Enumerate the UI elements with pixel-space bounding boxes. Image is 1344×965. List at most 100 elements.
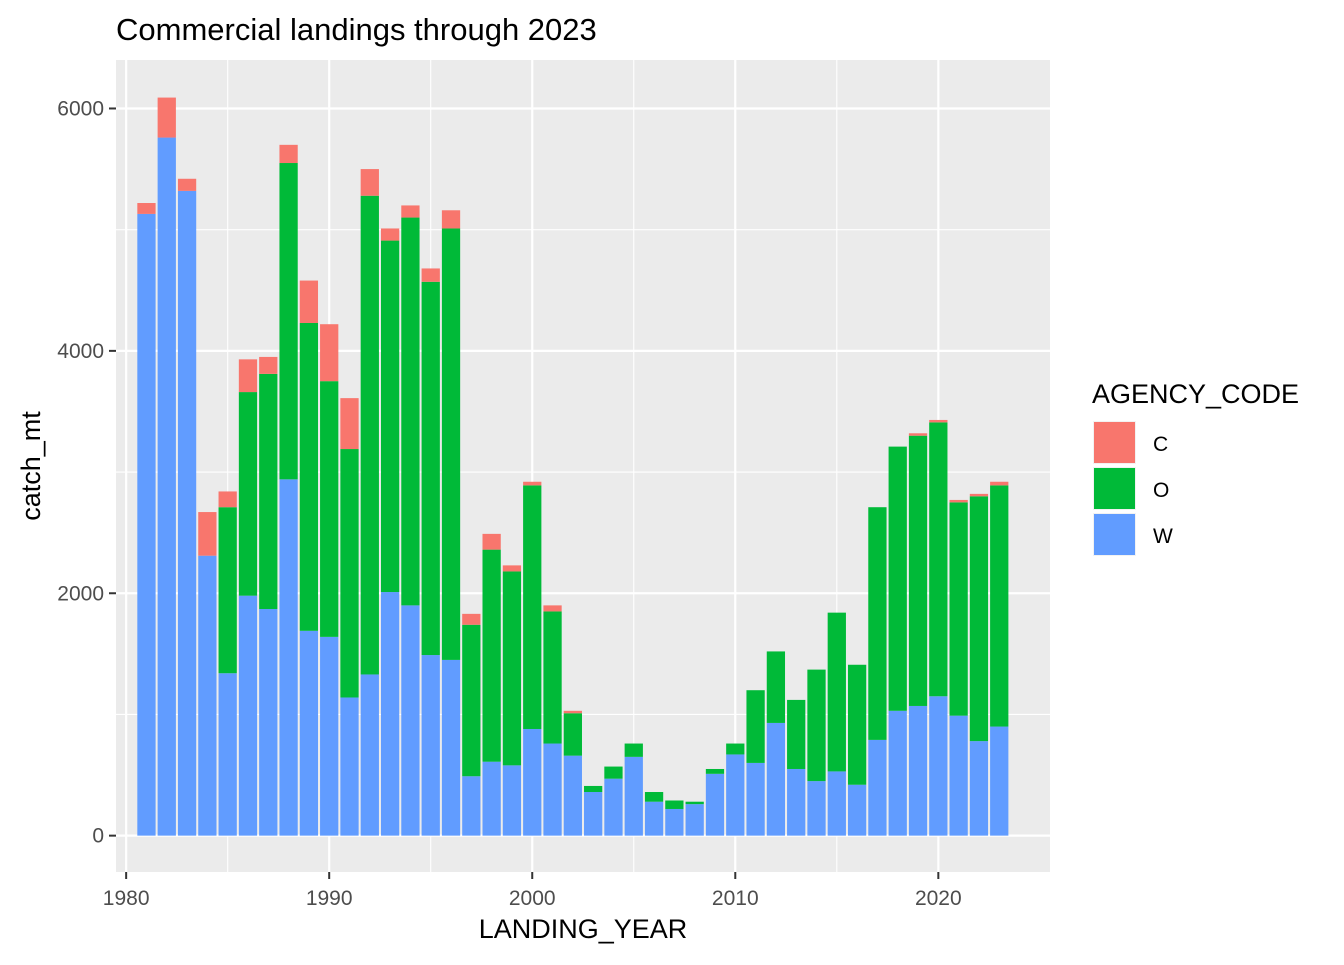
bar-W-2009 [705, 773, 725, 836]
bar-W-1983 [177, 190, 197, 836]
bar-W-2002 [563, 755, 582, 836]
bar-O-2004 [604, 766, 623, 779]
legend-label-W: W [1153, 525, 1173, 548]
bar-O-2010 [726, 743, 745, 755]
bar-W-1990 [320, 636, 339, 836]
bar-O-2009 [705, 768, 725, 774]
bar-O-2002 [563, 713, 582, 756]
bar-C-1990 [320, 324, 339, 382]
bar-W-2003 [584, 792, 603, 836]
bar-W-2011 [746, 762, 765, 836]
bar-W-2014 [807, 781, 826, 836]
bar-C-2023 [990, 481, 1009, 486]
bar-W-2004 [604, 778, 623, 836]
y-axis: 0 2000 4000 6000 [57, 97, 116, 848]
bar-C-1989 [299, 280, 319, 323]
bar-W-2012 [766, 722, 786, 836]
bar-O-1991 [340, 449, 359, 698]
bar-C-1988 [279, 144, 298, 164]
bar-O-2012 [766, 651, 786, 723]
bar-W-2007 [665, 808, 684, 836]
bar-O-2000 [523, 485, 542, 729]
bar-W-2017 [868, 739, 887, 836]
x-tick-label: 2020 [915, 887, 962, 910]
bar-C-1992 [360, 169, 379, 196]
x-axis: 1980 1990 2000 2010 2020 [103, 872, 962, 910]
bar-C-1993 [380, 228, 400, 241]
bar-C-2001 [543, 605, 562, 612]
bar-W-1987 [259, 609, 278, 836]
bar-O-1999 [502, 571, 522, 766]
bar-W-2021 [949, 715, 968, 836]
bar-W-2013 [787, 768, 806, 836]
bar-C-1981 [137, 203, 156, 214]
bar-O-1994 [401, 217, 420, 606]
bar-C-1985 [218, 491, 237, 508]
bar-C-1997 [462, 613, 481, 625]
bar-O-2007 [665, 800, 684, 809]
bar-W-1989 [299, 630, 319, 836]
bar-O-1990 [320, 381, 339, 637]
legend-swatch-W [1094, 514, 1135, 555]
bar-W-2001 [543, 743, 562, 836]
bar-C-1996 [441, 210, 461, 229]
bar-O-1998 [482, 549, 501, 762]
bar-O-1995 [421, 281, 440, 656]
bar-C-1987 [259, 356, 278, 374]
bar-C-1984 [198, 512, 217, 556]
bar-C-2019 [908, 433, 928, 436]
bar-O-2021 [949, 502, 968, 716]
legend-swatch-O [1094, 468, 1135, 509]
bar-W-2005 [624, 756, 643, 836]
bar-O-2016 [847, 664, 867, 785]
legend-label-O: O [1153, 479, 1169, 502]
x-tick-label: 1990 [306, 887, 353, 910]
bar-W-2006 [644, 801, 664, 836]
bars [137, 97, 1009, 836]
legend-swatch-C [1094, 422, 1135, 463]
bar-C-2000 [523, 481, 542, 486]
bar-W-2016 [847, 784, 867, 836]
bar-O-2022 [969, 496, 989, 742]
bar-O-1985 [218, 507, 237, 674]
bar-C-2020 [929, 419, 948, 423]
bar-W-2020 [929, 696, 948, 836]
y-tick-label: 0 [92, 825, 104, 848]
bar-W-1991 [340, 697, 359, 836]
bar-C-1999 [502, 565, 522, 572]
bar-O-1987 [259, 373, 278, 610]
bar-W-2000 [523, 728, 542, 836]
bar-O-1988 [279, 163, 298, 480]
bar-W-2022 [969, 741, 989, 836]
bar-O-1996 [441, 228, 461, 660]
bar-W-2010 [726, 754, 745, 836]
bar-O-2023 [990, 485, 1009, 727]
bar-C-1998 [482, 533, 501, 550]
bar-W-1982 [157, 137, 176, 836]
bar-O-2003 [584, 785, 603, 793]
bar-O-1992 [360, 195, 379, 675]
bar-O-2008 [685, 801, 704, 805]
bar-C-2021 [949, 499, 968, 503]
bar-O-1986 [238, 392, 258, 596]
legend-label-C: C [1153, 433, 1168, 456]
bar-O-1997 [462, 624, 481, 777]
bar-O-2014 [807, 669, 826, 782]
y-tick-label: 6000 [57, 97, 104, 120]
bar-W-1995 [421, 655, 440, 836]
bar-W-2015 [827, 771, 846, 836]
bar-W-1998 [482, 761, 501, 836]
x-tick-label: 2000 [509, 887, 556, 910]
bar-C-2002 [563, 710, 582, 714]
bar-W-1999 [502, 765, 522, 836]
bar-W-2018 [888, 710, 907, 836]
bar-O-1993 [380, 240, 400, 593]
x-tick-label: 2010 [712, 887, 759, 910]
bar-W-1993 [380, 592, 400, 836]
bar-O-2019 [908, 435, 928, 706]
y-axis-title: catch_mt [16, 411, 46, 521]
bar-O-2011 [746, 690, 765, 763]
x-axis-title: LANDING_YEAR [479, 914, 688, 944]
bar-O-2020 [929, 422, 948, 697]
y-tick-label: 2000 [57, 582, 104, 605]
